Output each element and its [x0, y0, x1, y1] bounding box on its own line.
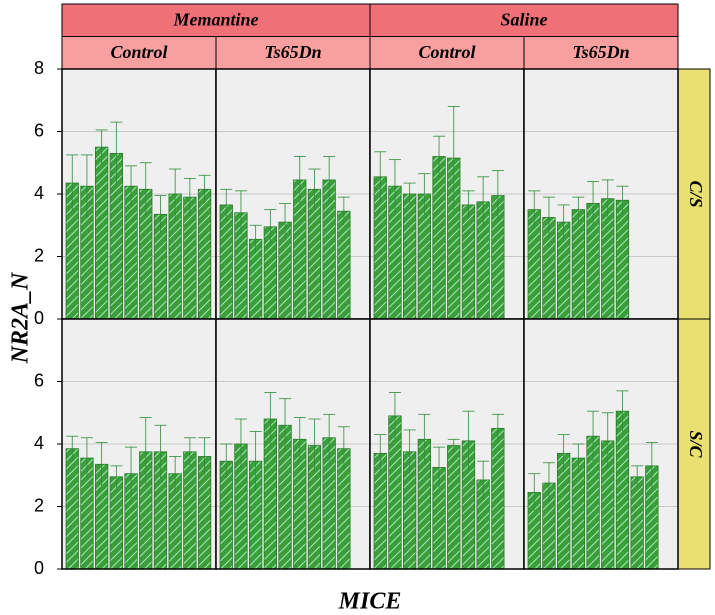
bar: [571, 209, 585, 320]
strip-label: Saline: [500, 9, 547, 29]
bar: [219, 204, 233, 320]
y-tick-label: 2: [34, 245, 44, 265]
strip-label: C/S: [686, 180, 706, 207]
bar: [337, 210, 351, 320]
bar: [402, 193, 417, 320]
bar: [65, 448, 79, 570]
strip-label: Control: [110, 42, 167, 62]
bar: [447, 445, 461, 570]
y-axis-label: NR2A_N: [8, 271, 34, 364]
y-tick-label: 0: [34, 558, 44, 578]
strip-label: Ts65Dn: [572, 42, 629, 62]
y-tick-label: 6: [34, 120, 44, 140]
panel-border: [523, 318, 679, 570]
x-axis-label: MICE: [338, 589, 402, 615]
bar: [615, 199, 630, 320]
bar: [615, 410, 630, 570]
bar: [571, 457, 585, 570]
bar: [491, 427, 505, 570]
strip: [369, 3, 679, 37]
strip-label: Memantine: [172, 9, 258, 29]
bar: [461, 204, 476, 320]
strip: [61, 3, 371, 37]
strip-label: Ts65Dn: [264, 42, 321, 62]
bar: [183, 451, 197, 570]
strip-label: S/C: [686, 430, 706, 458]
strip-label: Control: [418, 42, 475, 62]
strip: [677, 318, 711, 570]
bar: [109, 476, 123, 570]
y-tick-label: 4: [34, 433, 44, 453]
strip: [215, 36, 371, 70]
bar: [630, 476, 644, 570]
y-tick-label: 6: [34, 370, 44, 390]
strip: [523, 36, 679, 70]
y-tick-label: 0: [34, 308, 44, 328]
bar: [197, 188, 212, 320]
y-tick-label: 8: [34, 58, 44, 78]
bar: [432, 156, 446, 320]
bar: [95, 146, 109, 320]
y-tick-label: 4: [34, 183, 44, 203]
strip: [61, 36, 217, 70]
y-tick-label: 2: [34, 495, 44, 515]
